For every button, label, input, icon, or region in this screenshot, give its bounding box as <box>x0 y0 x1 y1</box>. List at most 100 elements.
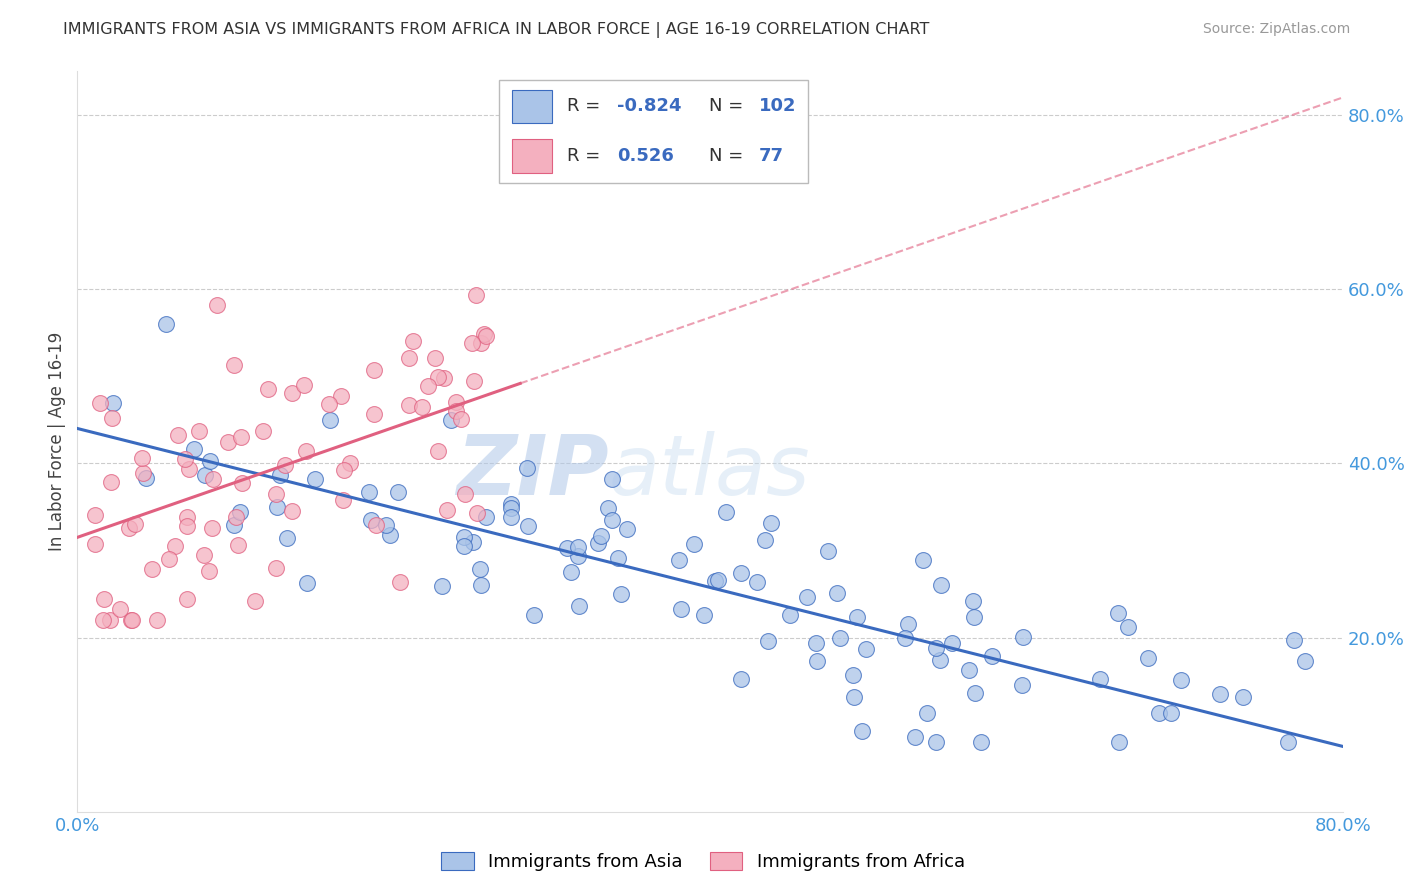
Point <box>205 298 228 312</box>
Point <box>817 543 839 558</box>
Point <box>226 538 249 552</box>
Point <box>411 400 433 414</box>
Point <box>198 453 221 467</box>
Point <box>464 287 486 301</box>
Point <box>266 500 288 515</box>
Point <box>304 472 326 486</box>
Point <box>245 594 267 608</box>
Point <box>257 382 280 396</box>
Point <box>941 636 963 650</box>
Point <box>963 610 986 624</box>
Point <box>844 690 866 705</box>
Point <box>201 472 224 486</box>
Point <box>925 641 948 656</box>
Text: Source: ZipAtlas.com: Source: ZipAtlas.com <box>1202 22 1350 37</box>
Point <box>276 531 298 545</box>
Point <box>970 735 993 749</box>
Point <box>501 510 523 524</box>
Point <box>398 398 420 412</box>
Point <box>366 518 388 533</box>
Point <box>501 497 523 511</box>
Point <box>779 608 801 623</box>
Point <box>360 513 382 527</box>
Point <box>165 540 187 554</box>
Point <box>332 493 354 508</box>
Point <box>981 649 1004 664</box>
Point <box>470 335 492 350</box>
Point <box>468 562 491 576</box>
Point <box>707 573 730 587</box>
Bar <box>512 89 551 123</box>
Point <box>911 553 934 567</box>
Point <box>91 613 114 627</box>
Point <box>703 574 725 589</box>
Point <box>89 395 111 409</box>
Point <box>252 425 274 439</box>
Point <box>416 379 439 393</box>
Point <box>398 351 420 365</box>
Point <box>761 516 783 531</box>
Text: ZIP: ZIP <box>456 431 609 512</box>
Point <box>318 397 340 411</box>
Point <box>929 652 952 666</box>
Point <box>401 334 423 349</box>
Point <box>187 424 209 438</box>
Point <box>1107 606 1129 620</box>
Point <box>329 389 352 403</box>
Point <box>444 395 467 409</box>
Point <box>560 566 582 580</box>
Point <box>269 468 291 483</box>
Text: R =: R = <box>567 146 606 165</box>
Point <box>1294 654 1316 668</box>
Point <box>1160 706 1182 721</box>
Text: 0.526: 0.526 <box>617 146 673 165</box>
Point <box>602 513 624 527</box>
Point <box>463 535 485 549</box>
Point <box>295 576 318 591</box>
Point <box>754 533 776 547</box>
Point <box>450 412 472 426</box>
Bar <box>512 139 551 173</box>
Point <box>499 501 522 516</box>
Point <box>568 599 591 613</box>
Point <box>378 527 401 541</box>
Point <box>98 613 121 627</box>
Point <box>292 377 315 392</box>
Point <box>589 529 612 543</box>
FancyBboxPatch shape <box>499 80 808 183</box>
Point <box>440 413 463 427</box>
Point <box>100 475 122 490</box>
Point <box>229 505 252 519</box>
Point <box>516 461 538 475</box>
Point <box>1170 673 1192 687</box>
Point <box>280 504 302 518</box>
Text: R =: R = <box>567 97 606 115</box>
Text: N =: N = <box>710 146 749 165</box>
Point <box>430 579 453 593</box>
Point <box>176 519 198 533</box>
Point <box>101 395 124 409</box>
Point <box>84 508 107 522</box>
Point <box>198 564 221 578</box>
Point <box>93 591 115 606</box>
Point <box>146 613 169 627</box>
Y-axis label: In Labor Force | Age 16-19: In Labor Force | Age 16-19 <box>48 332 66 551</box>
Point <box>894 631 917 645</box>
Point <box>141 562 163 576</box>
Point <box>523 607 546 622</box>
Point <box>730 672 752 686</box>
Point <box>280 385 302 400</box>
Point <box>217 434 239 449</box>
Point <box>1088 672 1111 686</box>
Text: atlas: atlas <box>609 431 810 512</box>
Point <box>517 518 540 533</box>
Point <box>135 471 157 485</box>
Point <box>683 537 706 551</box>
Point <box>157 552 180 566</box>
Point <box>176 510 198 524</box>
Point <box>470 578 492 592</box>
Point <box>1011 677 1033 691</box>
Point <box>339 456 361 470</box>
Point <box>295 444 318 458</box>
Point <box>475 328 498 343</box>
